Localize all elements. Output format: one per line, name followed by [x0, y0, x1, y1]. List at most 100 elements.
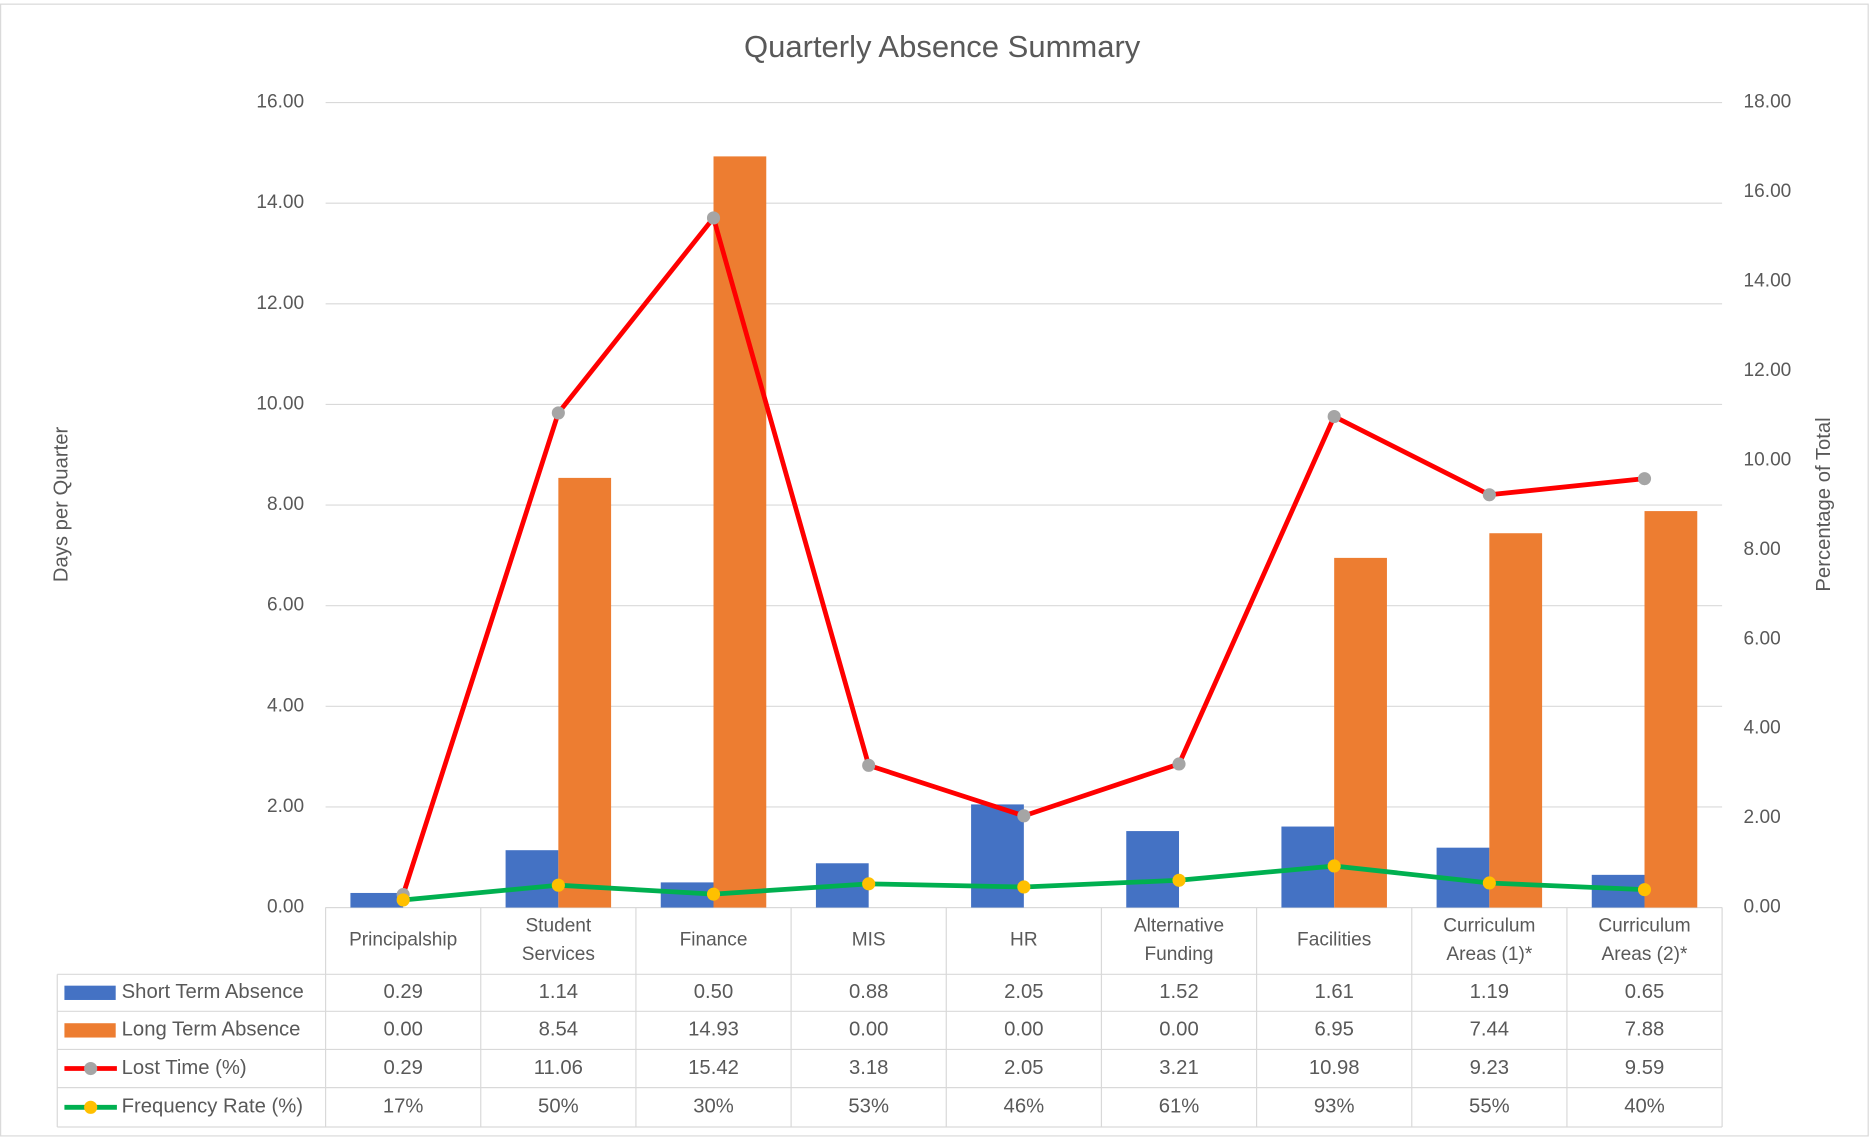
table-value: 61%	[1159, 1096, 1200, 1118]
x-tick-label: Principalship	[349, 930, 458, 951]
table-value: 9.59	[1625, 1057, 1664, 1079]
table-value: 0.00	[383, 1019, 422, 1041]
table-value: 8.54	[539, 1019, 578, 1041]
category-cell: Curriculum Areas (2)*	[1598, 915, 1691, 965]
point	[862, 877, 876, 891]
y2-tick-label: 6.00	[1744, 628, 1781, 649]
y2-tick-label: 16.00	[1744, 181, 1792, 202]
table-value: 14.93	[688, 1019, 739, 1041]
y-tick-label: 0.00	[267, 897, 304, 918]
table-value: 0.00	[1159, 1019, 1198, 1041]
legend-swatch	[64, 1023, 116, 1038]
x-tick-label: Student Services	[521, 915, 595, 965]
table-value: 17%	[383, 1096, 424, 1118]
table-value: 1.14	[539, 981, 578, 1003]
y2-tick-label: 0.00	[1744, 897, 1781, 918]
y2-tick-label: 4.00	[1744, 718, 1781, 739]
legend-label: Lost Time (%)	[122, 1057, 247, 1079]
y-tick-label: 6.00	[267, 595, 304, 616]
y-tick-label: 16.00	[256, 92, 304, 113]
point	[1017, 809, 1031, 823]
y-tick-label: 14.00	[256, 192, 304, 213]
point	[1482, 488, 1496, 502]
point	[706, 211, 721, 225]
y2-tick-label: 18.00	[1744, 92, 1792, 113]
y2-axis-label: Percentage of Total	[1813, 417, 1835, 591]
table-value: 2.05	[1004, 1057, 1043, 1079]
table-value: 15.42	[688, 1057, 739, 1079]
point	[1637, 883, 1652, 897]
point	[1172, 873, 1186, 887]
bar	[1334, 557, 1387, 908]
table-value: 93%	[1314, 1096, 1355, 1118]
table-value: 9.23	[1470, 1057, 1509, 1079]
y-tick-label: 2.00	[267, 796, 304, 817]
table-value: 3.18	[849, 1057, 888, 1079]
table-value: 1.61	[1314, 981, 1353, 1003]
legend-swatch	[64, 985, 116, 1000]
x-tick-label: Facilities	[1297, 930, 1372, 951]
point	[1017, 880, 1031, 894]
y-axis-label: Days per Quarter	[50, 427, 72, 583]
bar	[1126, 831, 1180, 908]
category-cell: MIS	[851, 930, 886, 951]
category-cell: Principalship	[349, 930, 458, 951]
point	[1327, 859, 1341, 873]
table-value: 1.19	[1470, 981, 1509, 1003]
point	[1482, 876, 1496, 890]
x-tick-label: MIS	[851, 930, 886, 951]
legend-label: Frequency Rate (%)	[122, 1096, 303, 1118]
point	[1172, 757, 1186, 771]
category-cell: Facilities	[1297, 930, 1372, 951]
y-tick-label: 12.00	[256, 293, 304, 314]
table-value: 0.50	[694, 981, 733, 1003]
table-value: 1.52	[1159, 981, 1198, 1003]
table-value: 0.00	[1004, 1019, 1043, 1041]
table-value: 30%	[693, 1096, 734, 1118]
point	[551, 878, 565, 892]
x-tick-label: Curriculum Areas (2)*	[1598, 915, 1691, 965]
table-value: 53%	[848, 1096, 889, 1118]
legend-label: Short Term Absence	[122, 981, 304, 1003]
point	[1327, 409, 1341, 424]
point	[396, 893, 410, 907]
x-tick-label: Curriculum Areas (1)*	[1443, 915, 1536, 965]
table-value: 40%	[1624, 1096, 1665, 1118]
y-tick-label: 8.00	[267, 494, 304, 515]
table-value: 0.88	[849, 981, 888, 1003]
bar	[713, 156, 767, 908]
y2-tick-label: 8.00	[1744, 539, 1781, 560]
y-tick-label: 4.00	[267, 695, 304, 716]
x-tick-label: Finance	[679, 930, 748, 951]
table-value: 0.65	[1625, 981, 1664, 1003]
bar	[971, 804, 1024, 908]
category-cell: Student Services	[521, 915, 595, 965]
table-value: 3.21	[1159, 1057, 1198, 1079]
x-tick-label: HR	[1010, 930, 1038, 951]
chart-title: Quarterly Absence Summary	[744, 29, 1141, 64]
table-value: 6.95	[1314, 1019, 1353, 1041]
category-cell: HR	[1010, 930, 1038, 951]
table-value: 11.06	[534, 1057, 583, 1079]
category-cell: Alternative Funding	[1133, 915, 1225, 965]
y2-tick-label: 2.00	[1744, 807, 1781, 828]
table-value: 7.88	[1625, 1019, 1664, 1041]
table-value: 10.98	[1309, 1057, 1360, 1079]
bar	[350, 892, 404, 908]
table-value: 2.05	[1004, 981, 1043, 1003]
table-value: 46%	[1004, 1096, 1045, 1118]
table-value: 0.29	[383, 981, 422, 1003]
point	[551, 406, 565, 420]
category-cell: Finance	[679, 930, 748, 951]
y2-tick-label: 12.00	[1744, 360, 1792, 381]
table-value: 55%	[1469, 1096, 1510, 1118]
bar	[1644, 511, 1698, 908]
table-value: 50%	[538, 1096, 579, 1118]
point	[862, 758, 876, 772]
point	[706, 887, 721, 901]
x-tick-label: Alternative Funding	[1133, 915, 1225, 965]
legend-marker	[84, 1100, 98, 1114]
bar	[558, 477, 612, 908]
table-value: 7.44	[1470, 1019, 1509, 1041]
